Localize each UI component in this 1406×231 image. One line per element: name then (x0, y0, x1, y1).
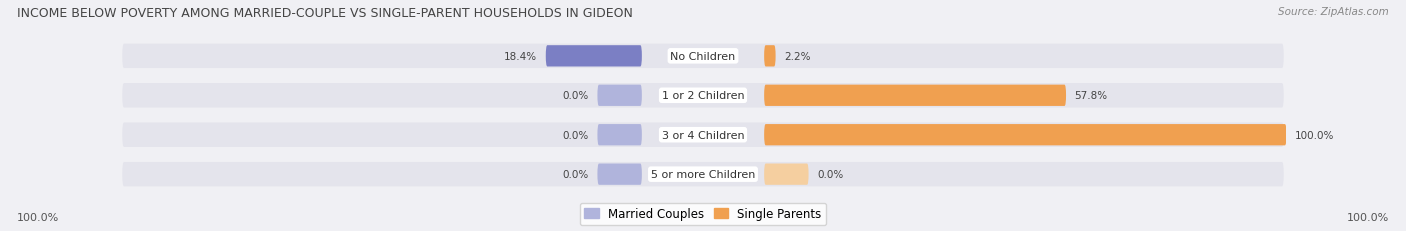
Text: Source: ZipAtlas.com: Source: ZipAtlas.com (1278, 7, 1389, 17)
FancyBboxPatch shape (122, 84, 1284, 108)
FancyBboxPatch shape (763, 125, 1286, 146)
FancyBboxPatch shape (763, 85, 1066, 106)
Text: 5 or more Children: 5 or more Children (651, 169, 755, 179)
Text: 1 or 2 Children: 1 or 2 Children (662, 91, 744, 101)
Text: No Children: No Children (671, 52, 735, 62)
FancyBboxPatch shape (763, 46, 776, 67)
FancyBboxPatch shape (763, 164, 808, 185)
FancyBboxPatch shape (122, 162, 1284, 187)
Text: 0.0%: 0.0% (562, 130, 589, 140)
Text: 100.0%: 100.0% (1295, 130, 1334, 140)
FancyBboxPatch shape (598, 164, 643, 185)
FancyBboxPatch shape (546, 46, 643, 67)
Text: 0.0%: 0.0% (562, 91, 589, 101)
FancyBboxPatch shape (122, 123, 1284, 147)
Text: 0.0%: 0.0% (817, 169, 844, 179)
Legend: Married Couples, Single Parents: Married Couples, Single Parents (579, 203, 827, 225)
Text: 18.4%: 18.4% (505, 52, 537, 62)
Text: 57.8%: 57.8% (1074, 91, 1108, 101)
Text: 2.2%: 2.2% (785, 52, 810, 62)
FancyBboxPatch shape (598, 125, 643, 146)
Text: 100.0%: 100.0% (17, 212, 59, 222)
Text: 3 or 4 Children: 3 or 4 Children (662, 130, 744, 140)
FancyBboxPatch shape (598, 85, 643, 106)
Text: 100.0%: 100.0% (1347, 212, 1389, 222)
FancyBboxPatch shape (122, 44, 1284, 69)
Text: INCOME BELOW POVERTY AMONG MARRIED-COUPLE VS SINGLE-PARENT HOUSEHOLDS IN GIDEON: INCOME BELOW POVERTY AMONG MARRIED-COUPL… (17, 7, 633, 20)
Text: 0.0%: 0.0% (562, 169, 589, 179)
